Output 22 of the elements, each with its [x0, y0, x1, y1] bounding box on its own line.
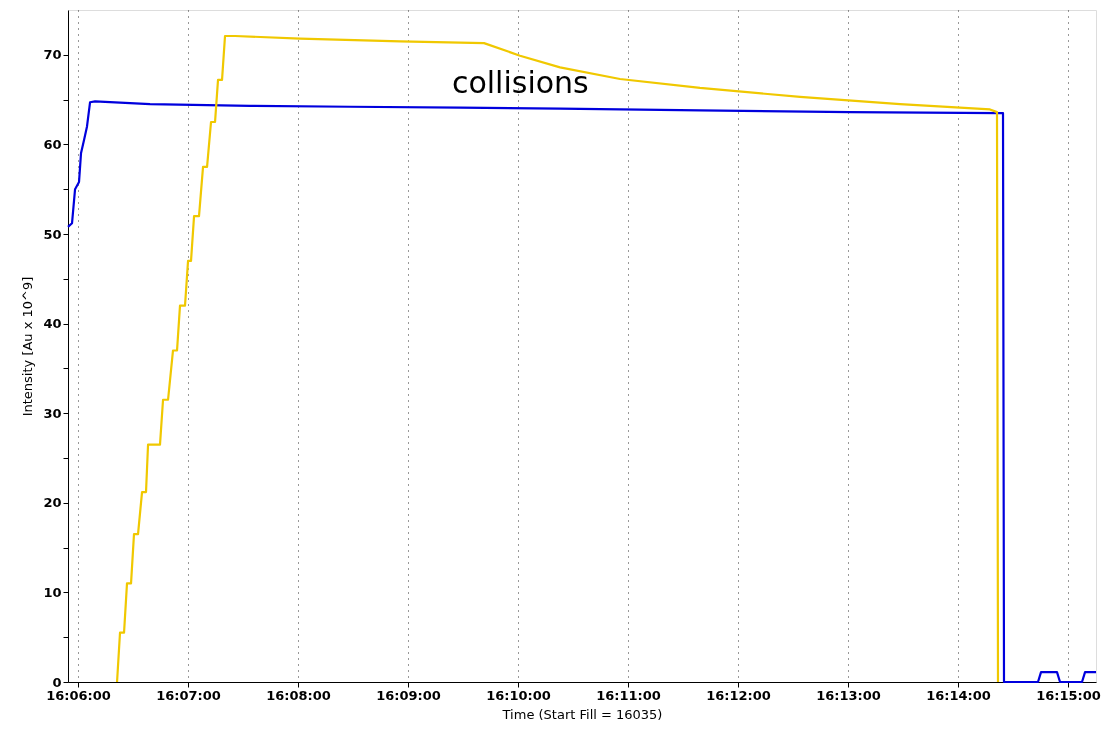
x-tick-label: 16:15:00: [1036, 687, 1101, 703]
x-tick-label: 16:09:00: [376, 687, 441, 703]
x-tick-label: 16:10:00: [486, 687, 551, 703]
x-axis-title: Time (Start Fill = 16035): [501, 706, 663, 722]
y-tick-label: 40: [43, 316, 62, 332]
x-tick-label: 16:11:00: [596, 687, 661, 703]
x-tick-label: 16:14:00: [926, 687, 991, 703]
y-tick-label: 70: [43, 47, 62, 63]
x-tick-label: 16:08:00: [266, 687, 331, 703]
y-tick-label: 50: [43, 226, 62, 242]
y-tick-label: 0: [52, 674, 62, 690]
y-tick-label: 20: [43, 495, 62, 511]
x-tick-label: 16:07:00: [156, 687, 221, 703]
x-tick-label: 16:12:00: [706, 687, 771, 703]
y-axis-title: Intensity [Au x 10^9]: [20, 276, 36, 417]
x-tick-label: 16:13:00: [816, 687, 881, 703]
y-tick-label: 60: [43, 136, 62, 152]
annotation: collisions: [451, 64, 589, 100]
line-series: [115, 34, 1000, 684]
y-tick-label: 30: [43, 405, 62, 421]
x-tick-label: 16:06:00: [46, 687, 111, 703]
y-tick-label: 10: [43, 584, 62, 600]
